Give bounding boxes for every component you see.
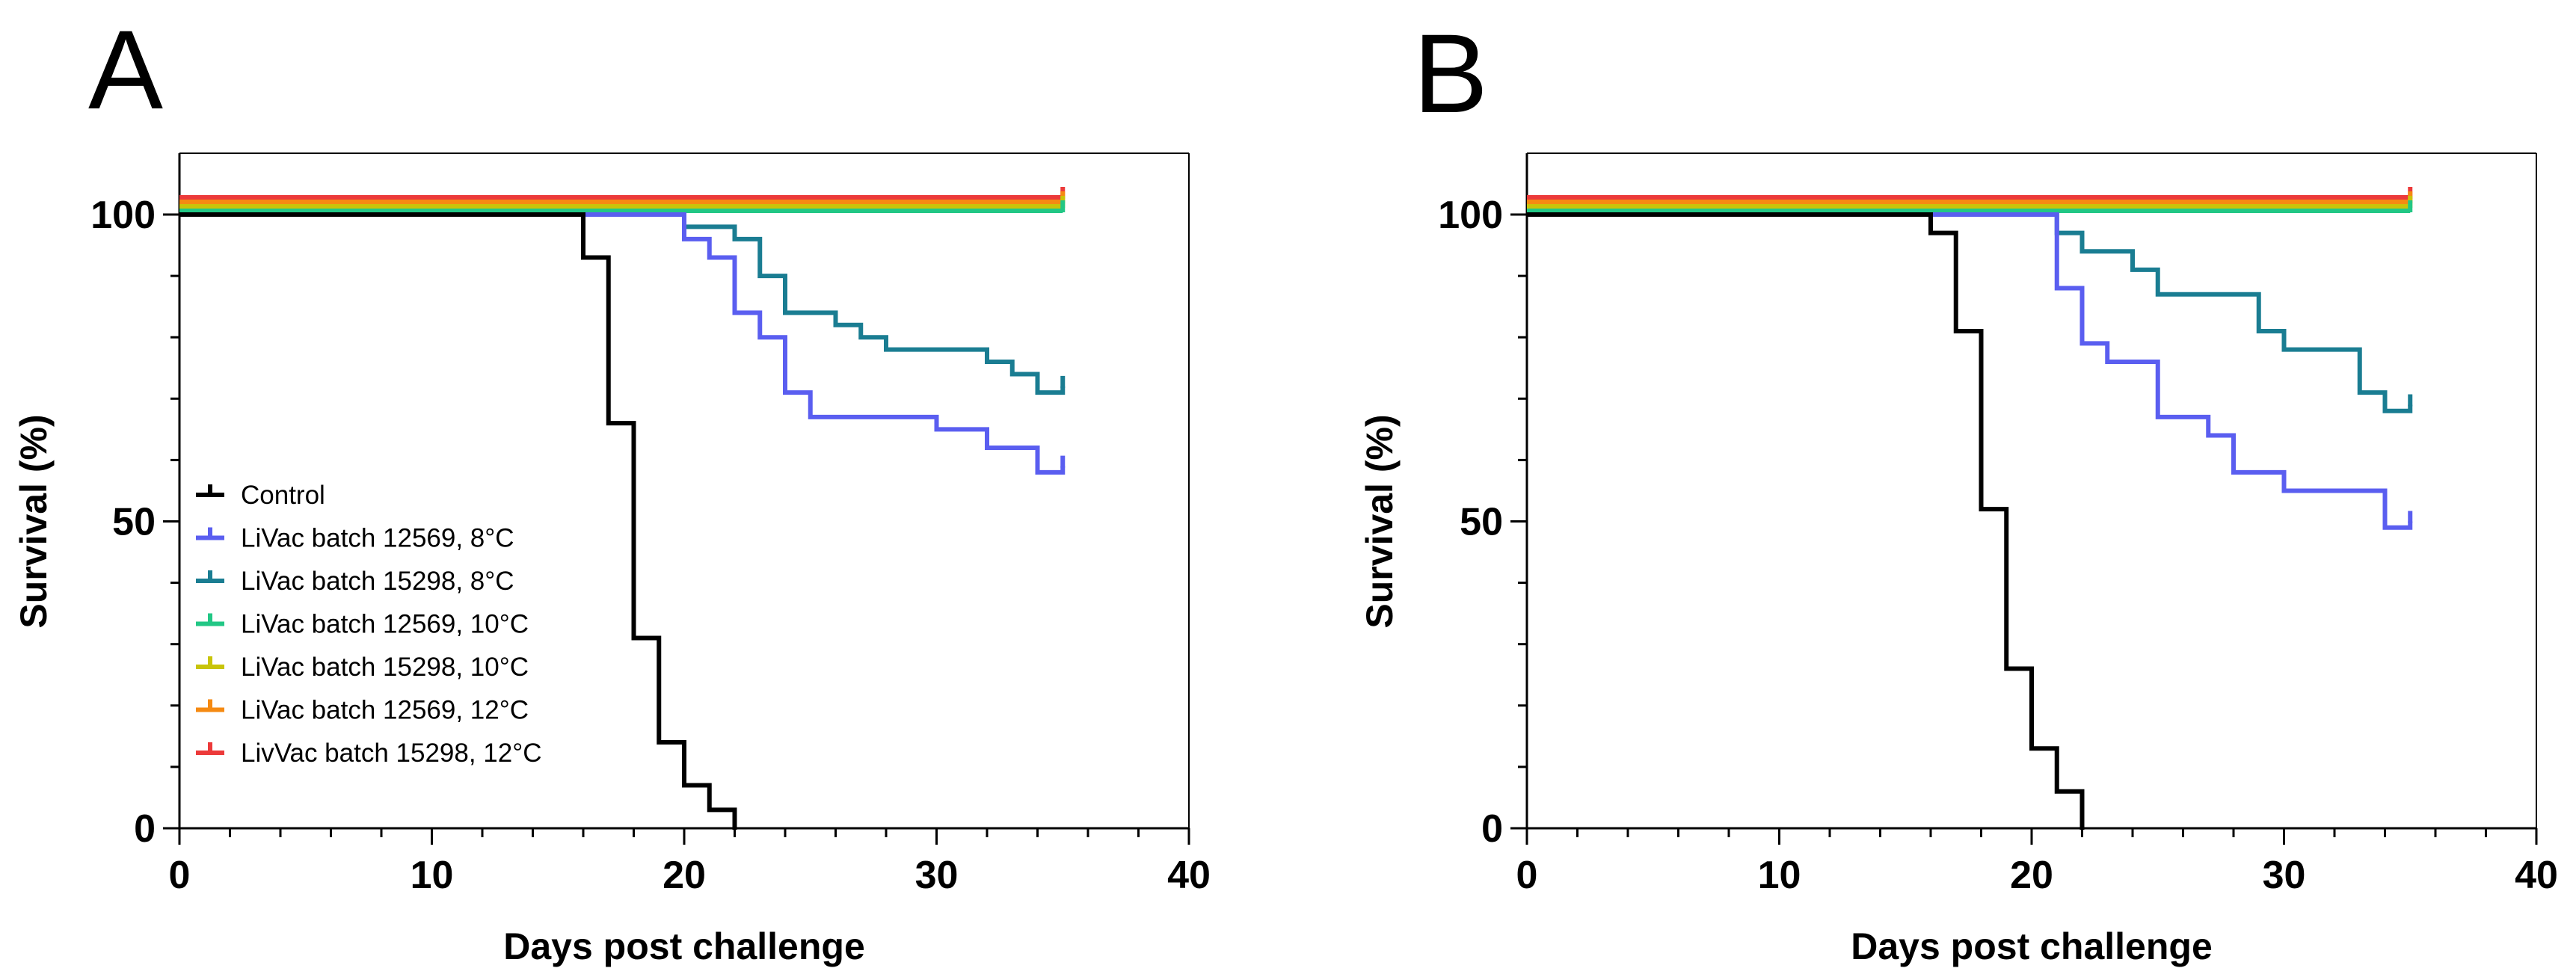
series-line — [179, 212, 1066, 475]
x-tick-label: 10 — [411, 854, 454, 897]
series-line — [179, 212, 737, 828]
x-tick-label: 10 — [1758, 854, 1801, 897]
x-tick-label: 0 — [169, 854, 191, 897]
y-axis-title: Survival (%) — [1359, 414, 1401, 628]
legend-label: LiVac batch 12569, 10°C — [241, 610, 529, 639]
x-tick-label: 0 — [1516, 854, 1538, 897]
x-axis-title: Days post challenge — [1851, 925, 2213, 967]
legend-label: LiVac batch 15298, 10°C — [241, 653, 529, 682]
y-tick-label: 50 — [1460, 501, 1503, 544]
series-line — [1527, 212, 2413, 413]
x-tick-label: 40 — [1167, 854, 1211, 897]
panel-letter: B — [1413, 10, 1488, 136]
legend-label: LiVac batch 12569, 12°C — [241, 696, 529, 725]
x-tick-label: 30 — [915, 854, 959, 897]
panel-a: A 0 10 20 30 40 0 50 100 Days post challenge Survi… — [13, 7, 1211, 967]
x-tick-label: 20 — [663, 854, 706, 897]
panel-b: B 0 10 20 30 40 0 50 100 Days post challenge Survi… — [1359, 10, 2558, 967]
y-tick-label: 100 — [90, 194, 156, 237]
y-tick-label: 50 — [112, 501, 156, 544]
panel-letter: A — [88, 7, 163, 132]
x-axis-title: Days post challenge — [503, 925, 865, 967]
legend-label: Control — [241, 481, 325, 510]
y-tick-label: 0 — [1481, 807, 1503, 851]
y-axis-title: Survival (%) — [13, 414, 55, 628]
x-tick-label: 20 — [2010, 854, 2053, 897]
legend-label: LiVac batch 15298, 8°C — [241, 567, 514, 596]
legend-label: LivVac batch 15298, 12°C — [241, 739, 542, 768]
series-line — [179, 212, 1066, 395]
series-line — [1527, 212, 2413, 530]
series-line — [1527, 212, 2085, 828]
legend-label: LiVac batch 12569, 8°C — [241, 524, 514, 553]
x-tick-label: 40 — [2515, 854, 2558, 897]
y-tick-label: 100 — [1438, 194, 1503, 237]
x-tick-label: 30 — [2263, 854, 2306, 897]
y-tick-label: 0 — [134, 807, 156, 851]
